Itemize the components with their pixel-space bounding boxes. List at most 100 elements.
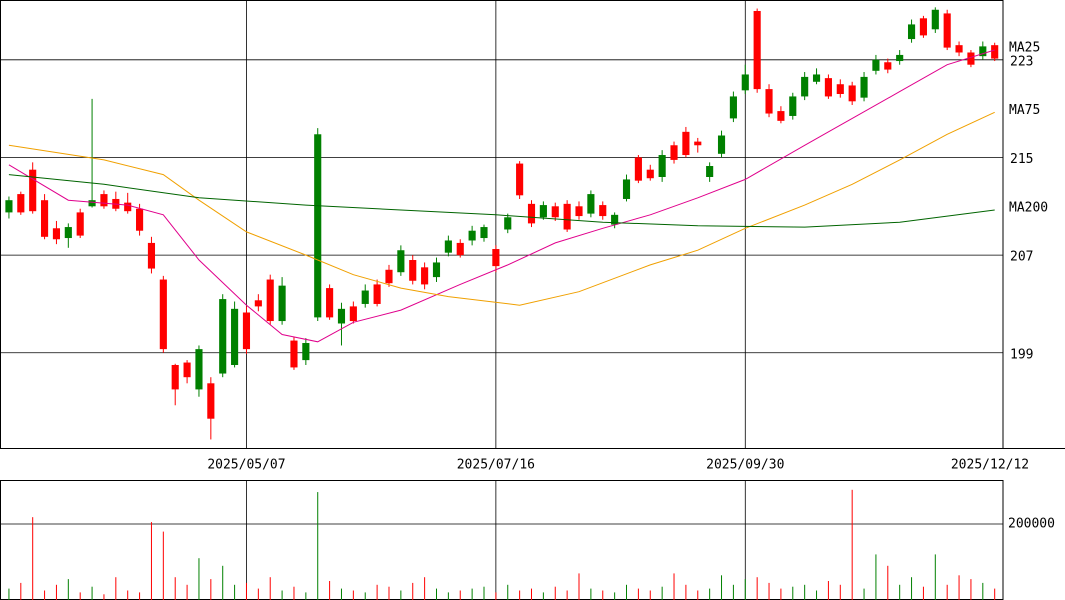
candle-body: [480, 227, 488, 239]
candle: [884, 58, 892, 74]
candle: [76, 208, 84, 239]
candle-body: [527, 203, 536, 224]
candle: [124, 192, 132, 214]
candle: [231, 301, 239, 368]
legend-label: MA25: [1009, 41, 1040, 56]
candle-body: [694, 141, 702, 146]
candle: [504, 213, 512, 234]
candle-body: [266, 279, 274, 322]
candle-body: [468, 230, 476, 241]
candle-body: [385, 269, 393, 284]
candle: [729, 91, 737, 123]
candle: [361, 284, 369, 308]
candle-body: [444, 240, 452, 253]
candle-body: [587, 194, 595, 214]
candle-body: [254, 300, 262, 307]
candle: [599, 201, 607, 220]
candle: [634, 155, 642, 184]
candle-body: [801, 76, 809, 97]
candle-body: [124, 202, 132, 212]
candle-body: [706, 166, 714, 178]
candle-body: [729, 96, 737, 119]
candle: [207, 377, 215, 440]
candle: [551, 202, 559, 221]
candle-body: [207, 383, 215, 419]
candle-body: [100, 194, 108, 207]
candle: [967, 50, 975, 68]
candle: [112, 191, 120, 212]
candle: [29, 162, 37, 214]
candle-body: [717, 135, 726, 154]
candle: [717, 130, 726, 158]
y-tick-label: 199: [1010, 347, 1033, 362]
candle-body: [397, 250, 405, 273]
candle-body: [872, 59, 880, 71]
candle: [432, 257, 441, 282]
candle-body: [884, 62, 892, 70]
candle-body: [599, 205, 607, 217]
candle-body: [860, 76, 868, 98]
legend-label: MA75: [1009, 103, 1040, 118]
candle: [278, 277, 286, 325]
candle: [100, 190, 108, 209]
candle: [468, 225, 476, 246]
candle: [824, 74, 832, 99]
candle: [409, 255, 417, 285]
candle-body: [349, 306, 357, 322]
candle-body: [290, 340, 298, 368]
candle: [563, 200, 571, 232]
candle: [385, 264, 393, 287]
candle-body: [361, 290, 369, 304]
candle-body: [551, 206, 559, 218]
candle: [991, 42, 999, 62]
candle-body: [563, 203, 571, 230]
candle-body: [159, 279, 167, 350]
candle: [254, 294, 262, 312]
candle-body: [41, 200, 49, 237]
candle: [492, 245, 500, 273]
candle: [860, 72, 868, 102]
ma-line: [8, 111, 995, 306]
candle-body: [242, 312, 251, 350]
candle-body: [539, 205, 547, 218]
candle: [539, 201, 547, 220]
x-tick-label: 2025/07/16: [457, 458, 535, 473]
candle: [919, 15, 927, 38]
candle-body: [64, 227, 72, 239]
candle-body: [777, 111, 785, 121]
candle: [147, 236, 156, 274]
candle-body: [622, 179, 631, 199]
candle-body: [907, 24, 916, 40]
x-tick-label: 2025/05/07: [207, 458, 285, 473]
candle-body: [504, 217, 512, 230]
candle: [349, 301, 357, 324]
candle-body: [373, 284, 381, 304]
candle-body: [646, 169, 654, 179]
candle: [373, 279, 381, 307]
candle: [943, 9, 951, 51]
candle-body: [183, 362, 191, 378]
candle: [326, 284, 334, 320]
candle: [195, 345, 203, 397]
candle: [706, 162, 714, 182]
candle-body: [29, 169, 37, 212]
candle-body: [848, 85, 856, 102]
y-tick-label: 215: [1010, 152, 1033, 167]
candle-body: [302, 343, 310, 361]
candle: [646, 164, 654, 181]
candle: [789, 92, 797, 120]
candle: [456, 239, 464, 258]
candle: [836, 79, 844, 98]
candle-body: [991, 45, 999, 59]
candle: [314, 128, 322, 322]
candle-body: [789, 96, 797, 116]
candle-body: [824, 78, 832, 97]
candle-body: [943, 13, 951, 48]
candle-body: [195, 349, 203, 390]
candle-body: [76, 212, 84, 236]
candle: [979, 41, 987, 60]
candle: [242, 306, 251, 355]
candle-body: [52, 228, 61, 240]
candle: [611, 212, 619, 229]
